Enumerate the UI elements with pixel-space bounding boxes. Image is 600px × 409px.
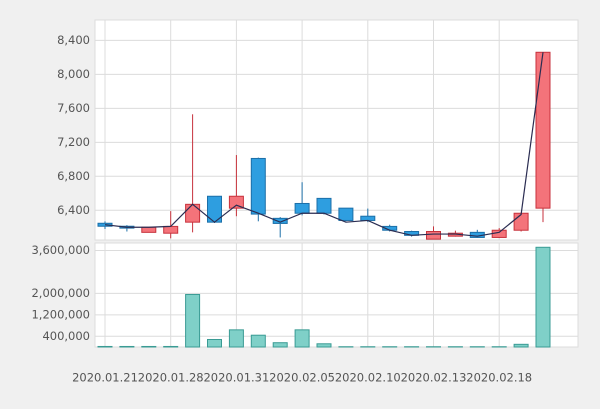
candle-body [361, 216, 375, 220]
candle-body [339, 208, 353, 220]
volume-bar [142, 346, 156, 347]
candle-body [164, 226, 178, 233]
volume-bar [295, 330, 309, 347]
candle-body [251, 158, 265, 214]
y-tick-label: 6,400 [57, 203, 90, 217]
y-tick-label: 1,200,000 [31, 307, 90, 321]
volume-bar [317, 344, 331, 347]
x-tick-label: 2020.01.31 [203, 371, 269, 385]
volume-bar [120, 346, 134, 347]
x-tick-label: 2020.02.13 [401, 371, 467, 385]
candle-body [536, 52, 550, 208]
x-tick-label: 2020.02.18 [466, 371, 532, 385]
candle-body [295, 203, 309, 213]
volume-bar [536, 247, 550, 347]
x-tick-label: 2020.01.28 [138, 371, 204, 385]
candle-body [186, 204, 200, 222]
y-tick-label: 8,000 [57, 67, 90, 81]
y-tick-label: 3,600,000 [31, 243, 90, 257]
y-tick-label: 400,000 [42, 329, 90, 343]
x-tick-label: 2020.02.10 [335, 371, 401, 385]
y-tick-label: 7,600 [57, 101, 90, 115]
volume-bar [98, 346, 112, 347]
volume-bar [164, 346, 178, 347]
x-tick-label: 2020.02.05 [269, 371, 335, 385]
volume-bar [514, 344, 528, 347]
volume-bar [208, 339, 222, 347]
volume-bar [273, 343, 287, 347]
volume-bar [251, 335, 265, 347]
candle-body [427, 232, 441, 240]
candle-body [317, 198, 331, 213]
y-tick-label: 2,000,000 [31, 286, 90, 300]
price-panel [95, 20, 578, 240]
y-tick-label: 6,800 [57, 169, 90, 183]
candle-body [492, 230, 506, 237]
candle-body [142, 227, 156, 232]
volume-bar [229, 330, 243, 347]
volume-bar [186, 294, 200, 347]
volume-panel [95, 243, 578, 347]
y-tick-label: 8,400 [57, 33, 90, 47]
candle-body [514, 213, 528, 230]
y-tick-label: 7,200 [57, 135, 90, 149]
x-tick-label: 2020.01.21 [72, 371, 138, 385]
